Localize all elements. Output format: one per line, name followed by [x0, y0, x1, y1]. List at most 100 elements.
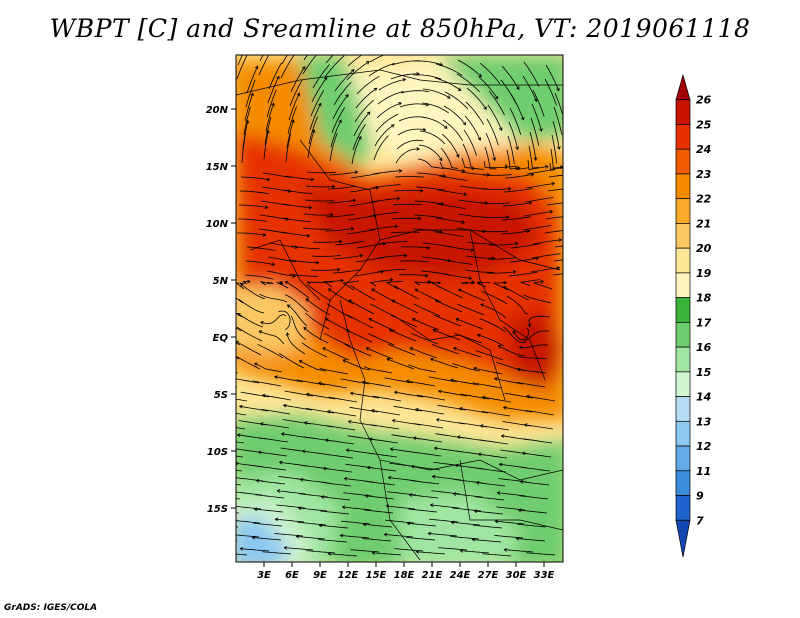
streamline	[320, 510, 350, 515]
streamline	[506, 149, 520, 170]
streamline	[322, 347, 350, 361]
streamline	[375, 113, 399, 133]
streamline-arrow	[212, 480, 215, 483]
streamline	[281, 55, 288, 65]
streamline	[303, 213, 333, 216]
streamline	[324, 55, 345, 78]
streamline	[240, 176, 270, 181]
streamline	[406, 380, 436, 387]
streamline-arrow	[247, 279, 251, 284]
colorbar-segment	[675, 247, 691, 274]
streamline	[502, 202, 532, 207]
streamline	[286, 119, 294, 149]
streamline-arrow	[239, 546, 244, 551]
streamline	[236, 326, 263, 342]
lat-label: 20N	[206, 105, 229, 116]
streamline-arrow	[358, 136, 362, 140]
colorbar: 26 25 24 23 22 21 20 19 18 17 16 15 14 13 12 11 9 7	[675, 73, 712, 558]
streamline-arrow	[492, 157, 497, 162]
streamline	[480, 202, 510, 204]
streamline	[354, 99, 374, 123]
streamline	[486, 118, 499, 146]
colorbar-label: 25	[696, 118, 712, 131]
streamline	[325, 439, 355, 445]
shade-green-south2	[400, 490, 520, 562]
streamline-arrow	[530, 172, 535, 177]
streamline	[353, 111, 371, 137]
streamline-arrow	[463, 192, 468, 197]
streamline	[363, 366, 393, 374]
streamline	[460, 171, 490, 176]
streamline	[259, 437, 289, 443]
streamline	[342, 280, 360, 291]
streamline	[236, 327, 242, 332]
streamline-arrow	[238, 404, 243, 409]
streamline-arrow	[435, 418, 440, 422]
streamline	[362, 538, 392, 542]
streamline	[285, 133, 291, 163]
streamline-arrow	[556, 146, 561, 150]
streamline	[504, 174, 534, 179]
lon-label: 18E	[394, 570, 415, 581]
streamline	[276, 281, 289, 289]
streamline	[551, 134, 557, 164]
streamline-arrow	[479, 424, 484, 428]
streamline	[262, 172, 292, 178]
streamline	[443, 259, 473, 265]
streamline-arrow	[545, 164, 549, 169]
streamline-arrow	[308, 205, 313, 210]
colorbar-label: 19	[696, 267, 712, 280]
streamline	[442, 273, 472, 279]
streamline	[549, 162, 563, 170]
streamline	[442, 119, 463, 141]
streamline-arrow	[341, 505, 346, 510]
lat-label: 15S	[207, 504, 228, 515]
colorbar-segment	[675, 124, 691, 150]
streamline	[466, 87, 487, 110]
streamline	[301, 342, 328, 358]
colorbar-bottom-arrow	[675, 519, 691, 558]
streamline-arrow	[556, 266, 561, 270]
streamline-arrow	[394, 50, 397, 53]
streamline-arrow	[248, 39, 251, 42]
streamline-arrow	[403, 253, 408, 258]
streamline-arrow	[305, 298, 310, 302]
streamline	[420, 116, 448, 129]
streamline-arrow	[380, 269, 385, 274]
streamline	[356, 75, 380, 95]
lon-axis: 3E 6E 9E 12E 15E 18E 21E 24E 27E 30E 33E	[257, 562, 555, 581]
streamline-arrow	[306, 233, 311, 238]
streamline-arrow	[274, 517, 279, 522]
streamline	[522, 75, 537, 102]
colorbar-segment	[675, 173, 691, 200]
streamline	[436, 203, 466, 209]
streamline-arrow	[503, 547, 508, 552]
streamline	[455, 318, 484, 330]
streamline	[309, 103, 322, 131]
colorbar-segment	[675, 396, 691, 422]
streamline	[289, 259, 319, 264]
streamline	[419, 130, 446, 145]
streamline-arrow	[507, 187, 512, 191]
streamline	[281, 217, 311, 223]
colorbar-label: 7	[696, 514, 704, 527]
streamline	[278, 310, 291, 331]
streamline-arrow	[340, 278, 344, 283]
streamline-arrow	[315, 260, 320, 265]
streamline	[376, 268, 406, 273]
streamline	[369, 438, 399, 444]
streamline	[416, 172, 446, 177]
streamline	[372, 552, 402, 556]
streamline	[416, 394, 446, 401]
streamline-arrow	[424, 273, 429, 278]
streamline-arrow	[519, 479, 524, 484]
streamline	[523, 61, 540, 87]
streamline-arrow	[426, 245, 431, 250]
streamline	[256, 480, 286, 485]
streamline	[253, 522, 283, 527]
streamline-arrow	[389, 447, 394, 452]
streamline-arrow	[497, 345, 502, 349]
lon-label: 9E	[313, 570, 327, 581]
streamline	[495, 520, 525, 525]
streamline-arrow	[416, 147, 421, 151]
